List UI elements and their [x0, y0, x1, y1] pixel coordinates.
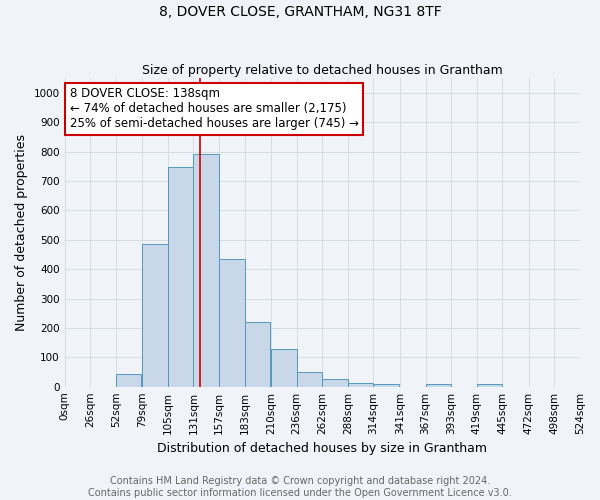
Bar [271, 349, 296, 387]
Bar [168, 167, 193, 386]
Bar [477, 384, 502, 386]
Bar [193, 154, 219, 386]
Bar [219, 259, 245, 386]
Bar [373, 384, 399, 386]
Bar [425, 384, 451, 386]
X-axis label: Distribution of detached houses by size in Grantham: Distribution of detached houses by size … [157, 442, 487, 455]
Bar [296, 372, 322, 386]
Text: 8 DOVER CLOSE: 138sqm
← 74% of detached houses are smaller (2,175)
25% of semi-d: 8 DOVER CLOSE: 138sqm ← 74% of detached … [70, 88, 359, 130]
Title: Size of property relative to detached houses in Grantham: Size of property relative to detached ho… [142, 64, 503, 77]
Y-axis label: Number of detached properties: Number of detached properties [15, 134, 28, 331]
Bar [322, 378, 348, 386]
Bar [142, 244, 168, 386]
Text: Contains HM Land Registry data © Crown copyright and database right 2024.
Contai: Contains HM Land Registry data © Crown c… [88, 476, 512, 498]
Bar [348, 383, 373, 386]
Bar [116, 374, 141, 386]
Bar [245, 322, 270, 386]
Text: 8, DOVER CLOSE, GRANTHAM, NG31 8TF: 8, DOVER CLOSE, GRANTHAM, NG31 8TF [158, 5, 442, 19]
